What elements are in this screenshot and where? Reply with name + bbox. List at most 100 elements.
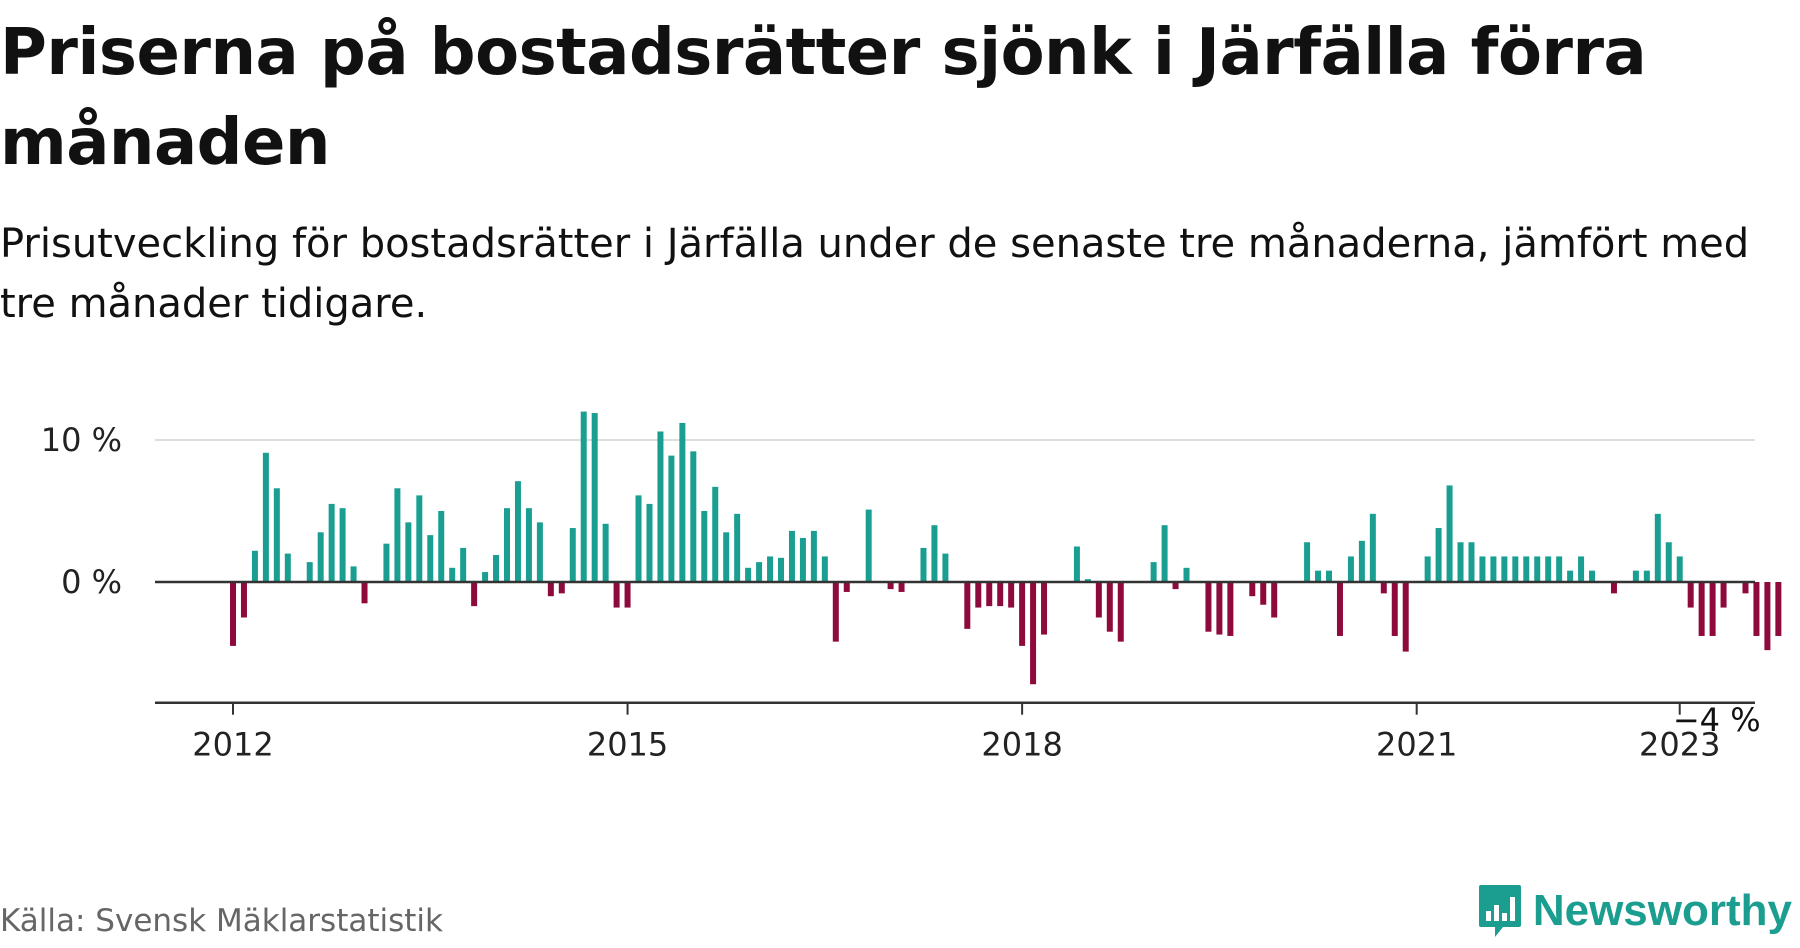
latest-value-annotation: −4 % (1673, 701, 1761, 739)
bar (646, 503, 653, 582)
bar (536, 522, 543, 582)
bar (1227, 582, 1234, 636)
newsworthy-logo[interactable]: Newsworthy (1477, 883, 1792, 939)
chart-title: Priserna på bostadsrätter sjönk i Järfäl… (0, 16, 1647, 180)
bar (1468, 542, 1475, 582)
bar (1446, 485, 1453, 582)
bar (1095, 582, 1102, 618)
bar (810, 530, 817, 582)
bar (1216, 582, 1223, 635)
x-tick-label: 2023 (1639, 726, 1720, 764)
bar (931, 525, 938, 582)
bar (438, 511, 445, 582)
bar (230, 582, 236, 646)
bar (1019, 582, 1026, 646)
bar (493, 555, 500, 582)
x-tick-label: 2015 (587, 726, 668, 764)
bar (668, 455, 675, 582)
bar (1271, 582, 1278, 618)
bar (1073, 546, 1080, 582)
bar (887, 582, 894, 590)
bar (1764, 582, 1771, 651)
bar (1435, 528, 1442, 582)
bar (339, 508, 346, 582)
bar (843, 582, 850, 592)
bar (679, 422, 686, 582)
bar (471, 582, 478, 607)
bar-chart: 10 % 0 % 2012 2015 2018 2021 2023−4 % (41, 411, 1782, 764)
bar (1742, 582, 1749, 594)
x-tick-label: 2021 (1376, 726, 1457, 764)
bar (1665, 542, 1672, 582)
bar (690, 451, 697, 582)
bar (361, 582, 368, 604)
source-note: Källa: Svensk Mäklarstatistik (0, 903, 443, 939)
bar (482, 572, 489, 582)
bar (1084, 579, 1091, 582)
x-tick-label: 2012 (192, 726, 273, 764)
bar (240, 582, 247, 618)
bar (745, 567, 752, 582)
bar (591, 413, 598, 582)
bar (580, 411, 587, 582)
bar (504, 508, 510, 582)
bar (821, 556, 828, 582)
bar (1260, 582, 1267, 605)
bar (778, 557, 784, 582)
bar (1150, 562, 1157, 582)
bar (986, 582, 993, 607)
bar (394, 488, 401, 582)
bar (1347, 556, 1354, 582)
bar (1534, 556, 1541, 582)
bar (1315, 570, 1322, 582)
bar (898, 582, 905, 592)
bar (1753, 582, 1760, 636)
bar (1183, 567, 1190, 582)
bar (657, 431, 664, 582)
bar (1172, 582, 1179, 590)
bar (942, 553, 949, 582)
bar (1380, 582, 1387, 594)
bar (799, 537, 806, 582)
bar (1545, 556, 1552, 582)
bar (251, 550, 258, 582)
bar (1523, 556, 1530, 582)
bar (1501, 556, 1508, 582)
bar (547, 582, 554, 597)
bar (262, 452, 269, 582)
bar (1676, 556, 1683, 582)
bar (1654, 513, 1661, 582)
bar (624, 582, 631, 608)
logo-text: Newsworthy (1532, 886, 1792, 935)
bar (975, 582, 982, 608)
bar (1687, 582, 1694, 608)
x-tick-label: 2018 (981, 726, 1062, 764)
bar (1479, 556, 1486, 582)
bar (569, 528, 576, 582)
bar (832, 582, 839, 642)
axes (155, 580, 1755, 715)
bar (427, 535, 434, 582)
bar (1720, 582, 1727, 608)
bar (1512, 556, 1519, 582)
bar (284, 553, 291, 582)
newsworthy-chart-icon (1478, 885, 1521, 937)
bar (1490, 556, 1497, 582)
bar (1391, 582, 1398, 636)
bar (525, 508, 532, 582)
bar (317, 532, 324, 582)
bar (1424, 556, 1431, 582)
bar (1578, 556, 1585, 582)
bar (767, 556, 774, 582)
bar (1698, 582, 1705, 636)
bar (405, 522, 412, 582)
bar (1402, 582, 1409, 652)
bar (1205, 582, 1212, 632)
bar (416, 495, 423, 582)
bar (635, 495, 642, 582)
bar (1567, 570, 1574, 582)
bar (602, 523, 609, 582)
chart-subtitle: Prisutveckling för bostadsrätter i Järfä… (0, 221, 1750, 327)
bar (558, 582, 565, 594)
bar (1008, 582, 1015, 608)
